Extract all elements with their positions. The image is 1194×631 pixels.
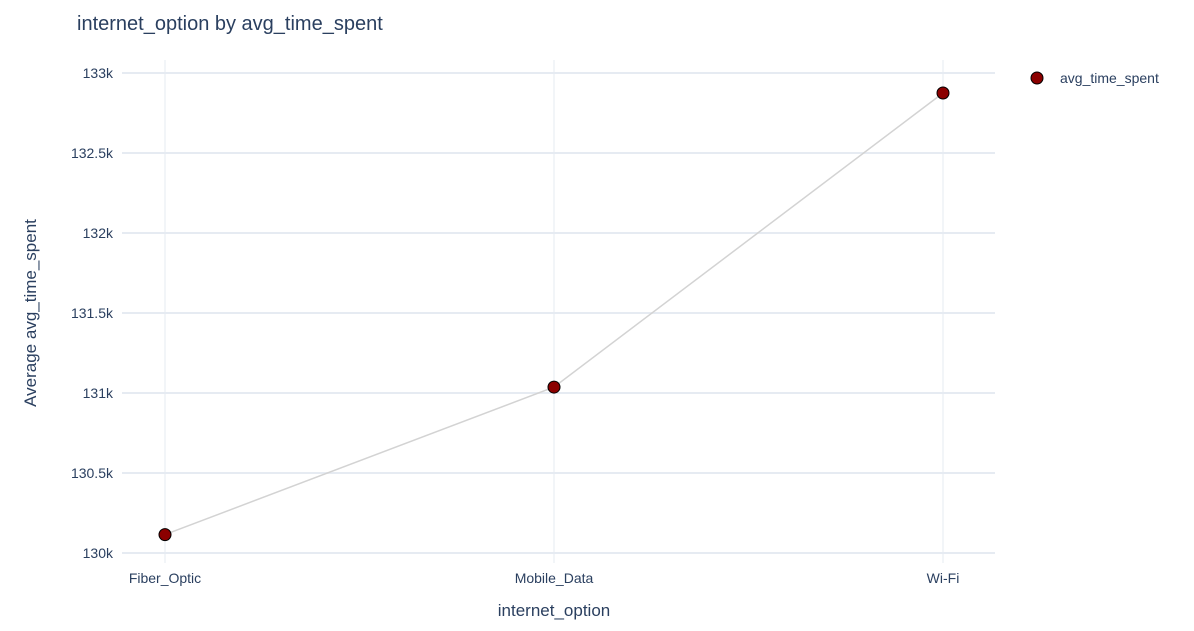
data-point-mobile-data[interactable]	[547, 380, 561, 394]
data-point-fiber-optic[interactable]	[158, 528, 172, 542]
y-tick-label: 130.5k	[71, 465, 114, 481]
x-axis-title: internet_option	[498, 601, 610, 620]
y-tick-label: 130k	[83, 545, 114, 561]
grid	[122, 60, 995, 563]
series-layer	[158, 86, 950, 542]
chart-title: internet_option by avg_time_spent	[77, 13, 383, 35]
y-tick-label: 133k	[83, 65, 114, 81]
y-tick-label: 132k	[83, 225, 114, 241]
y-axis-ticks: 130k 130.5k 131k 131.5k 132k 132.5k 133k	[71, 65, 114, 561]
legend-marker	[1030, 71, 1044, 85]
y-tick-label: 131.5k	[71, 305, 114, 321]
x-axis-ticks: Fiber_Optic Mobile_Data Wi-Fi	[129, 570, 960, 586]
x-tick-label: Mobile_Data	[515, 570, 594, 586]
data-point-wi-fi[interactable]	[936, 86, 950, 100]
y-axis-title: Average avg_time_spent	[21, 219, 40, 407]
x-tick-label: Wi-Fi	[927, 570, 960, 586]
y-tick-label: 132.5k	[71, 145, 114, 161]
legend-label: avg_time_spent	[1060, 70, 1159, 86]
legend[interactable]: avg_time_spent	[1030, 70, 1159, 86]
y-tick-label: 131k	[83, 385, 114, 401]
x-tick-label: Fiber_Optic	[129, 570, 201, 586]
